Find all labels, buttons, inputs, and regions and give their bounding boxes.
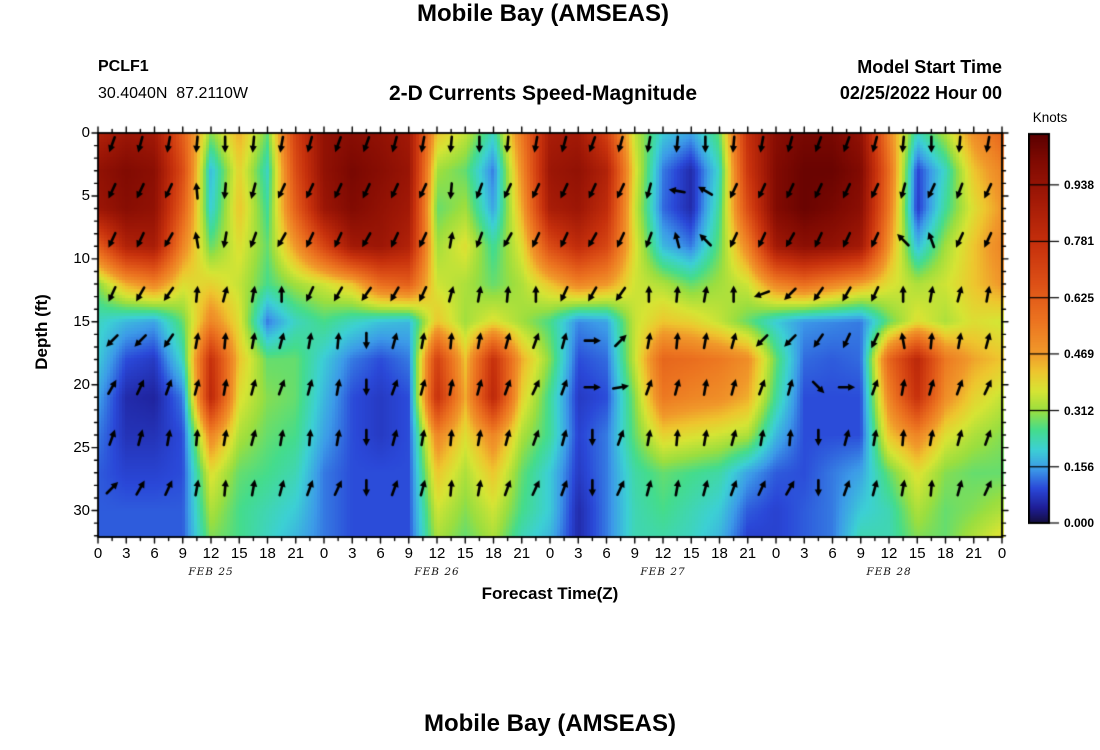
x-tick-label: 15: [456, 545, 474, 562]
x-tick-label: 15: [682, 545, 700, 562]
x-tick-label: 0: [545, 545, 555, 562]
x-tick-label: 0: [997, 545, 1007, 562]
y-tick-label: 10: [73, 249, 90, 267]
colorbar-tick-label: 0.469: [1064, 346, 1095, 361]
x-tick-label: 0: [319, 545, 329, 562]
x-tick-label: 9: [178, 545, 187, 562]
x-tick-label: 18: [937, 545, 954, 562]
colorbar-canvas: [1028, 132, 1068, 527]
x-tick-label: 9: [404, 545, 413, 562]
x-tick-label: 0: [771, 545, 781, 562]
x-tick-label: 18: [711, 545, 728, 562]
x-tick-label: 15: [908, 545, 926, 562]
currents-heatmap-canvas: [90, 125, 1010, 545]
x-tick-label: 18: [485, 545, 502, 562]
x-tick-label: 18: [259, 545, 276, 562]
x-tick-label: 9: [630, 545, 639, 562]
day-label: FEB 28: [866, 566, 912, 578]
x-tick-label: 21: [513, 545, 531, 562]
x-tick-label: 21: [739, 545, 757, 562]
colorbar-tick-label: 0.312: [1064, 403, 1095, 418]
y-tick-label: 15: [73, 312, 90, 330]
station-id: PCLF1: [98, 58, 149, 75]
model-start-time-label: Model Start Time: [857, 57, 1002, 77]
x-tick-label: 3: [800, 545, 809, 562]
y-tick-label: 25: [73, 438, 90, 456]
colorbar-tick-label: 0.625: [1064, 290, 1095, 305]
x-tick-label: 6: [150, 545, 159, 562]
colorbar-tick-label: 0.938: [1064, 177, 1095, 192]
second-plot-title: Mobile Bay (AMSEAS): [423, 710, 677, 737]
y-tick-label: 5: [81, 186, 90, 204]
day-label: FEB 26: [414, 566, 460, 578]
page-title: Mobile Bay (AMSEAS): [416, 0, 670, 27]
y-tick-label: 0: [81, 124, 90, 141]
x-tick-label: 21: [965, 545, 983, 562]
plot-subtitle: 2-D Currents Speed-Magnitude: [388, 82, 698, 105]
x-tick-label: 3: [574, 545, 583, 562]
x-tick-label: 12: [880, 545, 898, 562]
x-tick-label: 0: [93, 545, 103, 562]
colorbar-tick-label: 0.000: [1064, 516, 1095, 530]
x-tick-label: 6: [602, 545, 611, 562]
x-tick-label: 21: [287, 545, 305, 562]
x-tick-label: 12: [654, 545, 672, 562]
x-axis-label: Forecast Time(Z): [481, 584, 619, 603]
station-coordinates: 30.4040N 87.2110W: [98, 85, 249, 102]
y-tick-label: 20: [73, 375, 90, 393]
x-tick-label: 3: [348, 545, 357, 562]
y-axis-label: Depth (ft): [32, 294, 51, 370]
x-tick-label: 6: [828, 545, 837, 562]
day-label: FEB 25: [188, 566, 234, 578]
colorbar-tick-label: 0.156: [1064, 459, 1095, 474]
x-tick-label: 9: [856, 545, 865, 562]
x-tick-label: 15: [230, 545, 248, 562]
colorbar-title: Knots: [1032, 110, 1068, 125]
x-tick-label: 12: [202, 545, 220, 562]
x-tick-label: 12: [428, 545, 446, 562]
day-label: FEB 27: [640, 566, 686, 578]
model-start-time-value: 02/25/2022 Hour 00: [839, 83, 1002, 103]
x-tick-label: 6: [376, 545, 385, 562]
colorbar-tick-label: 0.781: [1064, 234, 1095, 249]
x-tick-label: 3: [122, 545, 131, 562]
y-tick-label: 30: [73, 501, 90, 519]
